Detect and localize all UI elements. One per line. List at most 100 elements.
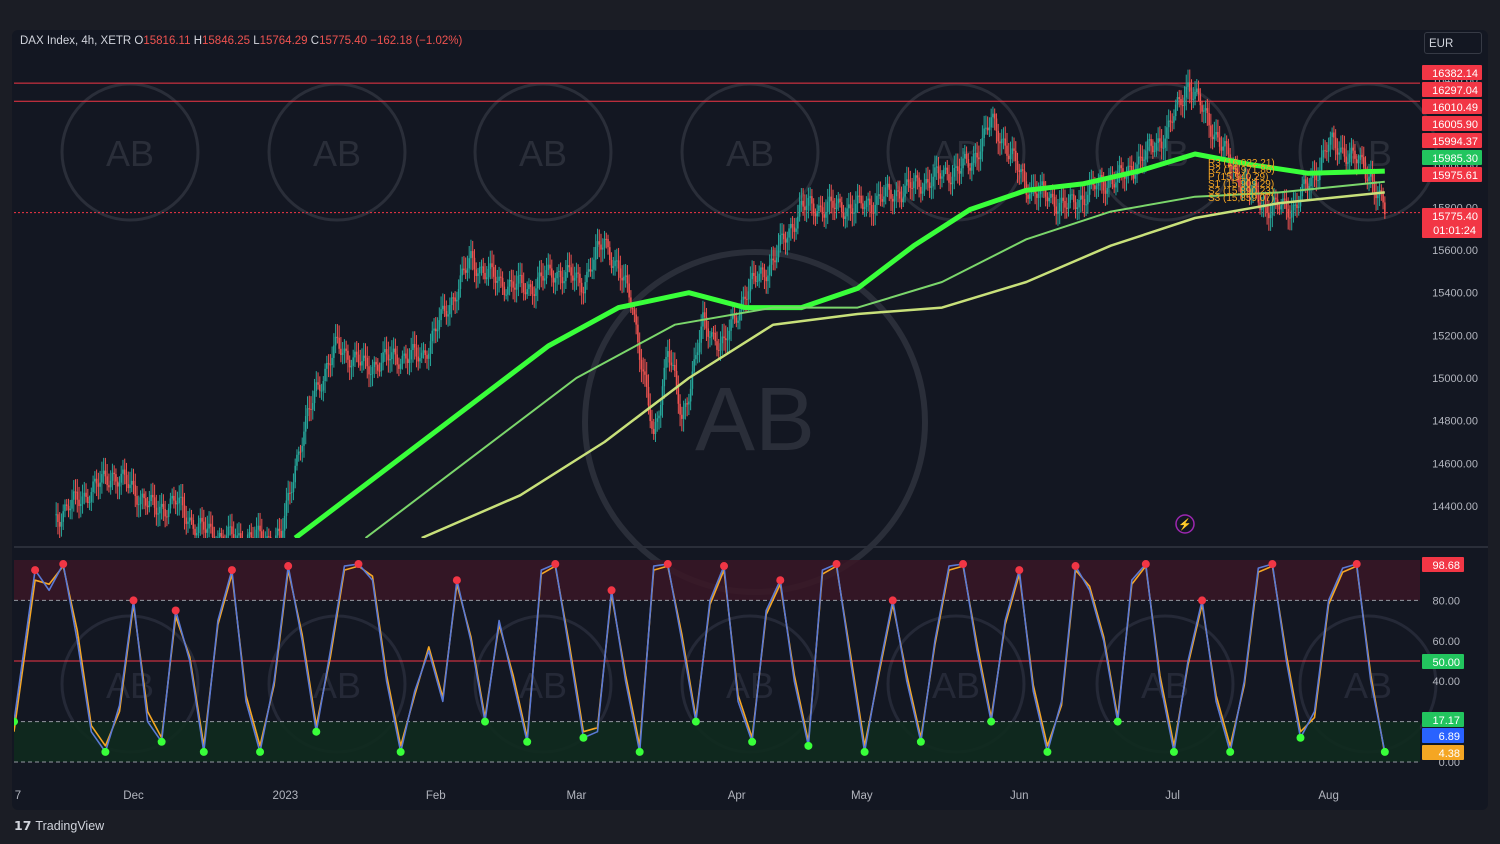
candle-body <box>695 355 697 360</box>
candle-body <box>208 523 210 529</box>
overbought-marker <box>720 562 729 571</box>
candle-body <box>108 485 110 488</box>
candle-body <box>1078 199 1080 208</box>
candle-body <box>1014 150 1017 161</box>
candle-body <box>392 348 395 353</box>
candle-body <box>398 364 400 369</box>
candle-body <box>1271 204 1274 215</box>
candle-body <box>359 362 362 366</box>
candle-body <box>800 200 803 205</box>
candle-body <box>1248 185 1251 193</box>
candle-body <box>865 200 868 207</box>
candle-body <box>1036 193 1038 198</box>
symbol-name[interactable]: DAX Index, 4h, XETR <box>20 35 132 47</box>
candle-body <box>1285 199 1288 209</box>
candle-body <box>1062 197 1065 201</box>
candle-body <box>767 275 769 282</box>
candle-body <box>1051 193 1054 197</box>
candle-body <box>436 329 439 332</box>
candle-body <box>1315 174 1318 181</box>
candle-body <box>672 364 674 366</box>
overbought-band <box>14 560 1420 601</box>
candle-body <box>898 191 901 199</box>
candle-body <box>343 348 346 353</box>
candle-body <box>658 415 660 419</box>
candle-body <box>377 364 379 371</box>
candle-body <box>839 198 841 203</box>
candle-body <box>967 158 970 168</box>
tradingview-logo[interactable]: 17 TradingView <box>14 818 104 833</box>
candle-body <box>1355 158 1358 164</box>
candle-body <box>600 244 602 250</box>
candle-body <box>1132 173 1135 179</box>
candle-body <box>1347 162 1349 164</box>
currency-selector[interactable]: EUR <box>1424 32 1482 54</box>
time-axis-label: Feb <box>426 790 446 802</box>
candle-body <box>72 491 75 500</box>
candle-body <box>491 263 493 268</box>
candle-body <box>475 269 478 277</box>
candle-body <box>610 259 613 268</box>
candle-body <box>55 514 57 516</box>
candle-body <box>971 162 973 171</box>
candle-body <box>733 313 736 318</box>
candle-body <box>958 171 961 174</box>
candle-body <box>115 474 117 482</box>
candle-body <box>1322 150 1325 158</box>
candle-body <box>1088 183 1091 195</box>
candle-body <box>793 227 796 232</box>
candle-body <box>846 208 848 217</box>
candle-body <box>136 496 138 505</box>
candle-body <box>786 237 789 243</box>
candle-body <box>665 356 667 368</box>
candle-body <box>874 204 876 214</box>
oversold-marker <box>396 747 405 756</box>
candle-body <box>431 330 434 342</box>
candle-body <box>378 370 381 372</box>
candle-body <box>1377 195 1379 199</box>
candle-body <box>1340 147 1342 153</box>
candle-body <box>647 386 650 406</box>
candle-body <box>183 505 186 518</box>
candle-body <box>811 196 813 204</box>
candle-body <box>415 347 418 357</box>
candle-body <box>730 319 732 331</box>
candle-body <box>417 356 420 362</box>
candle-body <box>795 228 797 232</box>
candle-body <box>621 277 623 281</box>
candle-body <box>848 204 850 209</box>
candle-body <box>60 521 63 527</box>
candle-body <box>1023 170 1026 182</box>
candle-body <box>626 275 629 284</box>
candle-body <box>429 341 432 354</box>
candle-body <box>941 176 943 179</box>
candle-body <box>902 196 905 203</box>
candle-body <box>659 404 662 416</box>
candle-body <box>64 504 66 512</box>
candle-body <box>928 182 931 188</box>
watermark-ring <box>267 82 407 222</box>
candle-body <box>503 286 506 296</box>
open-label: O <box>134 35 144 47</box>
candle-body <box>127 484 130 489</box>
candle-body <box>598 241 601 245</box>
candle-body <box>726 339 729 341</box>
candle-body <box>466 268 469 273</box>
candle-body <box>1104 190 1107 194</box>
candle-body <box>818 205 820 212</box>
candle-body <box>1261 208 1263 210</box>
candle-body <box>1380 190 1383 192</box>
candle-body <box>681 414 683 419</box>
candle-body <box>840 202 843 213</box>
candle-body <box>327 362 330 365</box>
candle-body <box>1123 175 1126 179</box>
price-panel[interactable]: R3 (16,022.21)R2 (15,971.86)P (15,940.29… <box>14 69 1420 564</box>
candle-body <box>1050 193 1052 198</box>
candle-body <box>1245 178 1247 180</box>
moving-average-line <box>421 191 1385 538</box>
oscillator-panel[interactable] <box>10 560 1420 763</box>
candle-body <box>937 166 940 174</box>
price-axis-tick: 15000.00 <box>1432 373 1478 385</box>
candle-body <box>1044 186 1047 197</box>
